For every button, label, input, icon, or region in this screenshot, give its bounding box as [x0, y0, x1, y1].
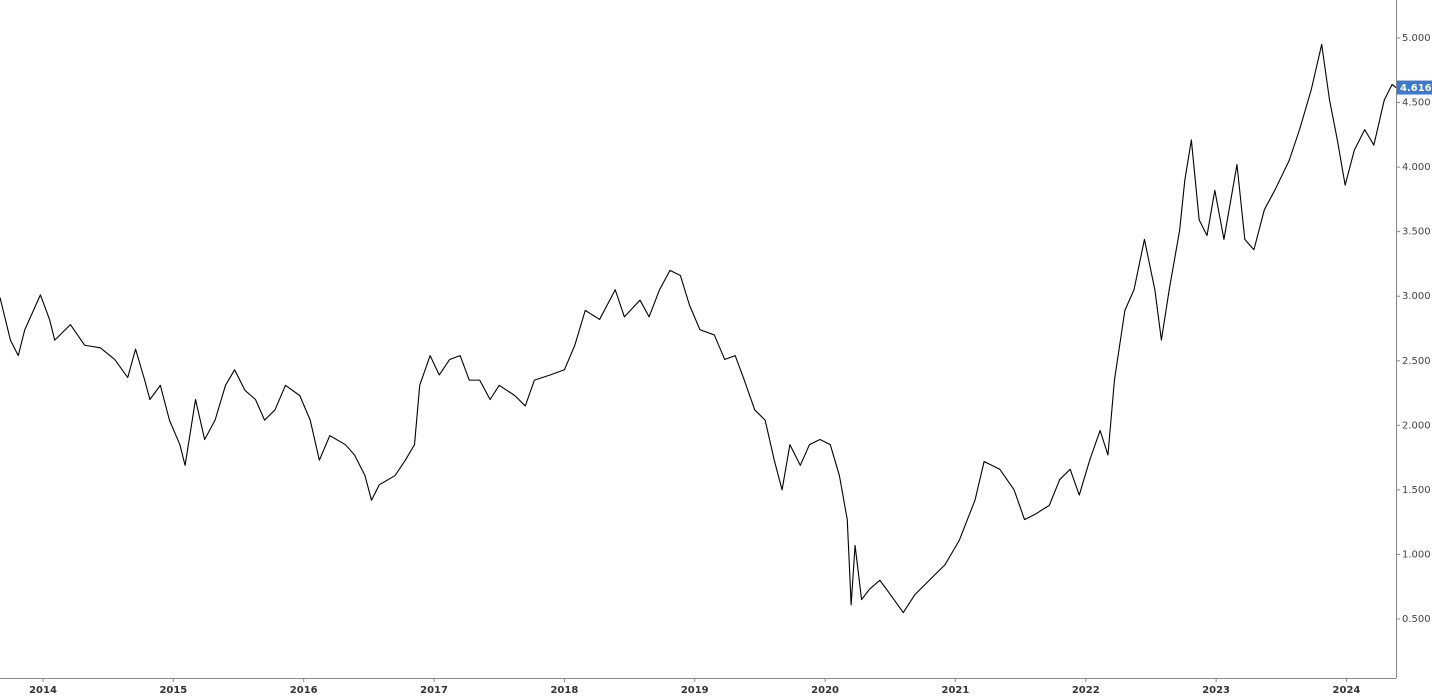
last-value-label: 4.616 [1400, 83, 1432, 94]
y-tick-label: 1.000 [1402, 549, 1431, 560]
last-value-badge [1397, 80, 1432, 95]
y-tick-label: 4.500 [1402, 98, 1431, 109]
x-tick-label: 2015 [159, 685, 187, 696]
y-tick-label: 5.000 [1402, 33, 1431, 44]
x-tick-label: 2022 [1072, 685, 1100, 696]
y-tick-label: 3.500 [1402, 227, 1431, 238]
price-line [0, 43, 1397, 614]
x-tick-label: 2014 [29, 685, 57, 696]
x-tick-label: 2024 [1333, 685, 1361, 696]
x-tick-label: 2020 [811, 685, 839, 696]
y-tick-label: 4.000 [1402, 162, 1431, 173]
y-tick-label: 0.500 [1402, 614, 1431, 625]
x-tick-label: 2016 [290, 685, 318, 696]
x-tick-label: 2019 [681, 685, 709, 696]
x-tick-label: 2021 [942, 685, 970, 696]
x-tick-label: 2018 [550, 685, 578, 696]
y-tick-label: 3.000 [1402, 291, 1431, 302]
y-tick-label: 2.000 [1402, 420, 1431, 431]
x-tick-label: 2017 [420, 685, 448, 696]
x-tick-label: 2023 [1202, 685, 1230, 696]
y-tick-label: 2.500 [1402, 356, 1431, 367]
y-tick-label: 1.500 [1402, 485, 1431, 496]
